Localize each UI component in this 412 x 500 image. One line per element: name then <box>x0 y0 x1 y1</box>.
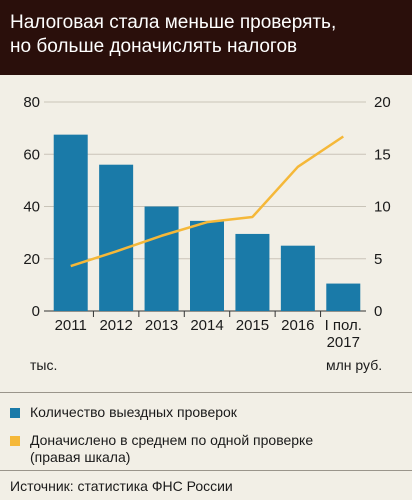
x-tick-label: 2011 <box>55 317 87 334</box>
left-axis-tick-label: 0 <box>32 303 40 320</box>
legend-swatch-bar <box>10 408 20 418</box>
right-axis-tick-label: 5 <box>374 251 382 268</box>
chart-title-line-1: Налоговая стала меньше проверять, <box>10 12 337 33</box>
x-tick-label: 2012 <box>99 317 132 334</box>
right-axis-unit: млн руб. <box>326 357 383 373</box>
x-tick-label: 2014 <box>190 317 223 334</box>
left-axis-tick-label: 80 <box>23 94 40 111</box>
legend-divider <box>0 392 412 393</box>
chart-area: 0 20 40 60 80 0 5 10 15 20 2011 2012 2013 2014 2015 201… <box>23 94 391 351</box>
left-axis-unit: тыс. <box>30 357 58 373</box>
footer-divider <box>0 470 412 471</box>
legend-label-line-2: (правая шкала) <box>30 449 131 465</box>
source-note: Источник: статистика ФНС России <box>10 478 233 494</box>
bar <box>235 233 270 311</box>
title-bar: Налоговая стала меньше проверять, но бол… <box>0 0 412 75</box>
x-tick-label: 2016 <box>281 317 314 334</box>
chart-title-line-2: но больше доначислять налогов <box>10 36 298 57</box>
left-axis-tick-label: 40 <box>23 199 40 216</box>
x-tick-label: 2017 <box>327 334 360 351</box>
right-axis-tick-label: 20 <box>374 94 391 111</box>
right-axis-tick-label: 15 <box>374 146 391 163</box>
bar <box>144 206 179 311</box>
bar <box>280 245 315 311</box>
legend-swatch-line <box>10 436 20 446</box>
x-tick-label: I пол. <box>325 317 362 334</box>
legend-label-line-1: Доначислено в среднем по одной проверке <box>30 432 314 448</box>
bar <box>190 220 224 311</box>
bar <box>53 134 88 311</box>
legend-label: Количество выездных проверок <box>30 404 237 420</box>
bar <box>99 164 134 311</box>
right-axis-tick-label: 0 <box>374 303 382 320</box>
left-axis-tick-label: 60 <box>23 146 40 163</box>
left-axis-tick-label: 20 <box>23 251 40 268</box>
x-tick-label: 2013 <box>145 317 178 334</box>
x-tick-label: 2015 <box>236 317 269 334</box>
right-axis-tick-label: 10 <box>374 199 391 216</box>
bar <box>326 283 361 311</box>
